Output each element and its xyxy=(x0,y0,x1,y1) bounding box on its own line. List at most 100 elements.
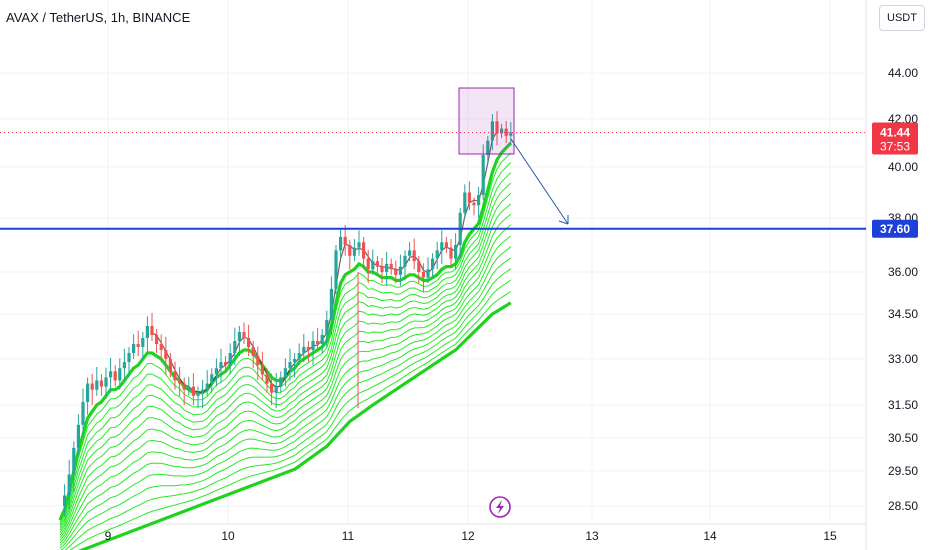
candle[interactable] xyxy=(426,257,430,284)
candle[interactable] xyxy=(251,341,255,369)
candle[interactable] xyxy=(104,367,108,399)
candle[interactable] xyxy=(274,373,278,409)
candle[interactable] xyxy=(164,336,168,375)
candle[interactable] xyxy=(297,343,301,366)
projection-arrow[interactable] xyxy=(510,138,569,225)
candle[interactable] xyxy=(417,255,421,284)
candle[interactable] xyxy=(182,377,186,405)
candle[interactable] xyxy=(283,358,287,387)
candle[interactable] xyxy=(435,241,439,270)
candle[interactable] xyxy=(219,348,223,384)
candle[interactable] xyxy=(398,254,402,286)
candle[interactable] xyxy=(454,233,458,270)
candle[interactable] xyxy=(127,347,131,378)
candle[interactable] xyxy=(265,368,269,393)
candle[interactable] xyxy=(205,370,209,396)
candle[interactable] xyxy=(270,373,274,405)
candle[interactable] xyxy=(385,252,389,286)
candle[interactable] xyxy=(444,236,448,254)
candle[interactable] xyxy=(113,365,117,387)
candle[interactable] xyxy=(191,373,195,405)
candle[interactable] xyxy=(403,250,407,281)
candle[interactable] xyxy=(95,366,99,396)
candle[interactable] xyxy=(389,258,393,275)
candle[interactable] xyxy=(311,331,315,366)
candle[interactable] xyxy=(210,368,214,393)
price-axis[interactable]: 44.0042.0040.0038.0036.0034.5033.0031.50… xyxy=(872,66,918,513)
candle[interactable] xyxy=(63,484,67,517)
candle[interactable] xyxy=(293,353,297,378)
candle[interactable] xyxy=(122,348,126,381)
candle[interactable] xyxy=(440,230,444,264)
candle[interactable] xyxy=(90,373,94,405)
candle[interactable] xyxy=(256,346,260,381)
candle[interactable] xyxy=(187,376,191,396)
candle[interactable] xyxy=(196,386,200,409)
candle[interactable] xyxy=(352,239,356,262)
candle[interactable] xyxy=(242,322,246,344)
candle[interactable] xyxy=(472,197,476,216)
candle[interactable] xyxy=(109,357,113,393)
candle[interactable] xyxy=(504,120,508,143)
candle[interactable] xyxy=(247,324,251,356)
candle[interactable] xyxy=(279,371,283,393)
candle[interactable] xyxy=(288,348,292,381)
candle[interactable] xyxy=(394,260,398,284)
candle[interactable] xyxy=(81,388,85,435)
candle[interactable] xyxy=(302,333,306,363)
candle[interactable] xyxy=(463,184,467,218)
currency-button[interactable]: USDT xyxy=(879,5,925,31)
candle[interactable] xyxy=(343,225,347,256)
candle[interactable] xyxy=(371,249,375,275)
candle[interactable] xyxy=(260,351,264,381)
candle[interactable] xyxy=(173,361,177,390)
candle[interactable] xyxy=(412,238,416,270)
candle[interactable] xyxy=(467,181,471,211)
lightning-icon[interactable] xyxy=(489,496,511,518)
candle[interactable] xyxy=(431,253,435,278)
candle[interactable] xyxy=(224,356,228,372)
candle[interactable] xyxy=(99,374,103,396)
candle[interactable] xyxy=(237,326,241,356)
candle[interactable] xyxy=(233,327,237,366)
candle[interactable] xyxy=(86,377,90,415)
candle[interactable] xyxy=(155,329,159,353)
candles[interactable] xyxy=(63,111,513,517)
candle[interactable] xyxy=(477,186,481,218)
candle[interactable] xyxy=(159,334,163,363)
candle[interactable] xyxy=(500,123,504,139)
candle[interactable] xyxy=(76,414,80,455)
candle[interactable] xyxy=(348,239,352,270)
candle[interactable] xyxy=(214,358,218,387)
candle[interactable] xyxy=(118,358,122,390)
candle[interactable] xyxy=(408,241,412,262)
candle[interactable] xyxy=(67,459,71,510)
candle[interactable] xyxy=(168,353,172,378)
candle[interactable] xyxy=(141,332,145,359)
candle[interactable] xyxy=(362,236,366,270)
candle[interactable] xyxy=(449,239,453,267)
candle[interactable] xyxy=(306,341,310,363)
candle[interactable] xyxy=(334,245,338,295)
drawings[interactable] xyxy=(0,87,866,230)
candle[interactable] xyxy=(357,230,361,256)
time-axis[interactable]: 9 10 11 12 13 14 15 xyxy=(105,529,837,543)
candle[interactable] xyxy=(316,327,320,350)
candle[interactable] xyxy=(320,329,324,353)
candle[interactable] xyxy=(366,249,370,284)
candle[interactable] xyxy=(132,334,136,359)
candle[interactable] xyxy=(150,312,154,341)
candle[interactable] xyxy=(380,257,384,284)
candle[interactable] xyxy=(495,111,499,146)
candle[interactable] xyxy=(375,255,379,275)
candle[interactable] xyxy=(145,316,149,353)
candle[interactable] xyxy=(72,441,76,492)
candle[interactable] xyxy=(486,135,490,163)
candle[interactable] xyxy=(509,121,513,146)
candle[interactable] xyxy=(201,379,205,409)
candle[interactable] xyxy=(136,330,140,356)
highlight-rectangle[interactable] xyxy=(458,87,515,155)
candle[interactable] xyxy=(421,263,425,292)
candle[interactable] xyxy=(329,276,333,335)
